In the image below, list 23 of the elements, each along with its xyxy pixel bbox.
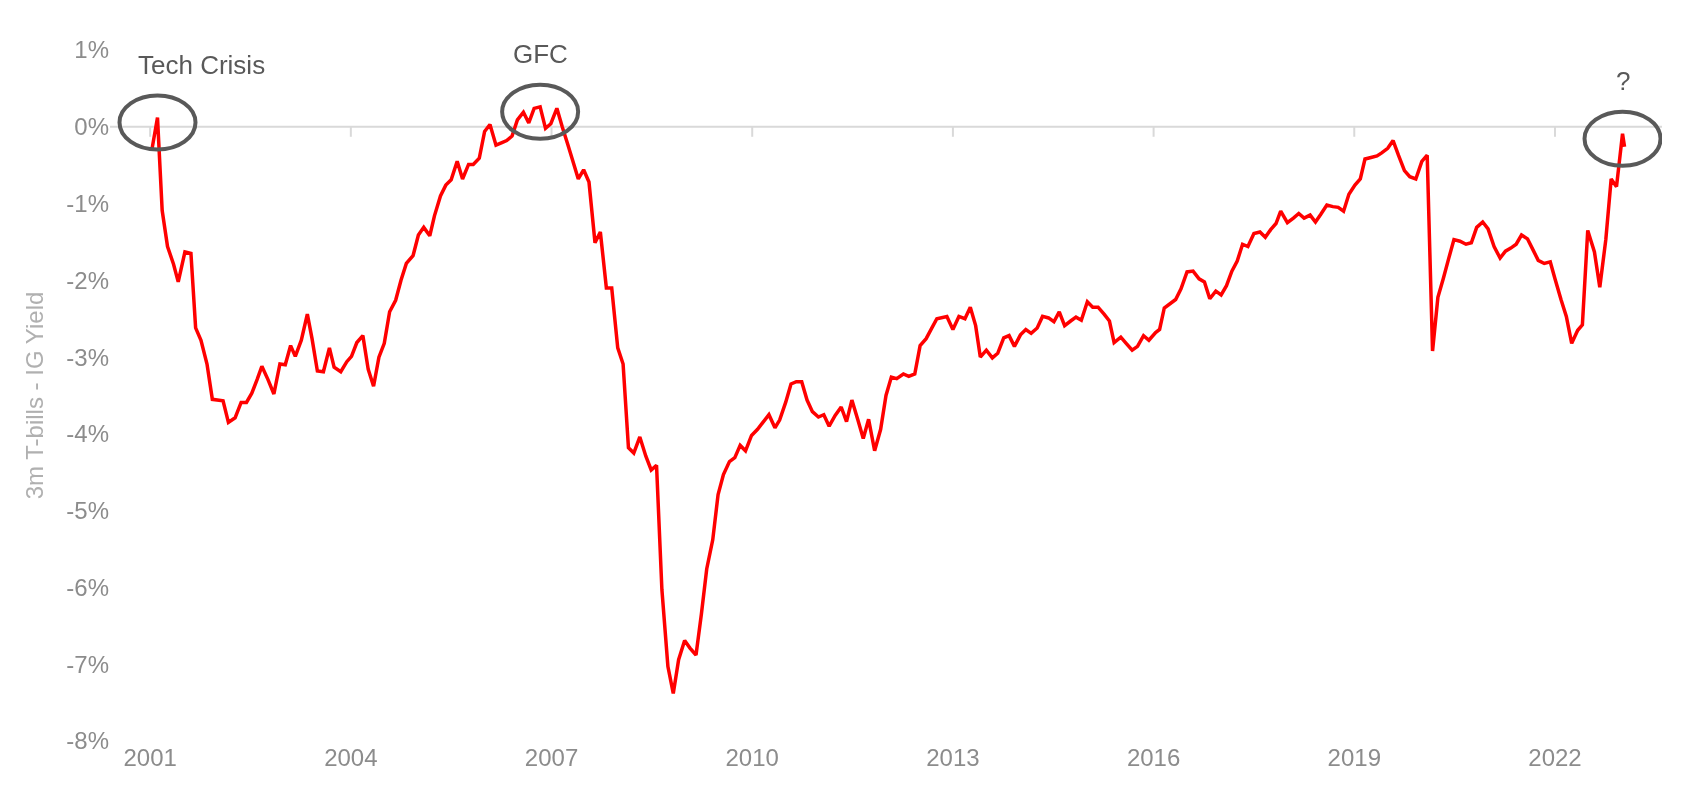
x-tick-label: 2016 [1126,744,1181,771]
line-series [150,105,1627,696]
x-tick-label: 2007 [524,744,579,771]
annotation: Tech Crisis [138,50,266,80]
y-tick-label: -3% [66,343,109,371]
y-axis-title: 3m T-bills - IG Yield [21,291,49,500]
annotation: GFC [513,39,568,69]
y-tick-label: -6% [66,573,109,601]
y-tick-label: 0% [74,113,109,141]
y-tick-label: -8% [66,727,109,755]
x-tick-label: 2013 [926,744,980,771]
y-tick-label: -4% [66,420,109,448]
x-tick-label: 2010 [725,744,779,771]
y-tick-label: -1% [66,189,109,217]
y-tick-label: -5% [66,497,109,525]
x-tick-label: 2001 [123,744,177,771]
y-tick-label: 1% [74,36,109,64]
x-tick-label: 2019 [1327,744,1381,771]
y-tick-label: -7% [66,650,109,678]
annotation: ? [1616,66,1631,96]
x-tick-label: 2022 [1528,744,1582,771]
y-tick-label: -2% [66,266,109,294]
x-tick-label: 2004 [324,744,378,771]
